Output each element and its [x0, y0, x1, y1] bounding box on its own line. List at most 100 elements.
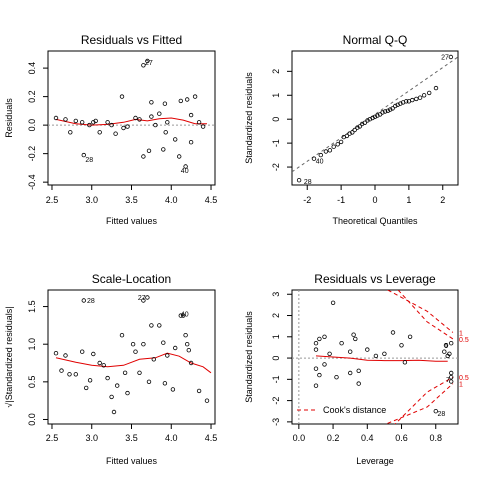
- y-axis-label: Residuals: [4, 98, 14, 138]
- data-point: [63, 353, 68, 358]
- data-point: [348, 349, 353, 354]
- data-point: [130, 342, 136, 347]
- data-point: [97, 360, 102, 366]
- data-point: [153, 122, 158, 128]
- cooks-distance-contour: [387, 290, 454, 333]
- data-point: [87, 122, 92, 128]
- data-point: [352, 127, 357, 133]
- data-point: [385, 108, 391, 113]
- data-point: [109, 394, 114, 400]
- x-tick-label: 0.8: [429, 433, 442, 443]
- data-point: [81, 152, 86, 158]
- data-point: [362, 120, 367, 125]
- data-point: [348, 370, 353, 376]
- data-point: [330, 300, 336, 305]
- y-tick-label: 1: [271, 334, 281, 339]
- data-point: [449, 370, 454, 376]
- data-point: [393, 103, 398, 109]
- chart-title: Scale-Location: [92, 272, 171, 286]
- data-point: [334, 375, 339, 380]
- data-point: [133, 115, 138, 121]
- data-point: [433, 409, 438, 414]
- data-point: [351, 332, 356, 337]
- chart-panel-2: Normal Q-Q Theoretical Quantiles Standardi…: [244, 33, 459, 226]
- data-point: [125, 390, 130, 396]
- point-label: 27: [138, 295, 146, 302]
- data-point: [184, 97, 190, 102]
- plot-frame: [291, 289, 459, 425]
- data-point: [399, 343, 404, 348]
- chart-panel-4: Residuals vs Leverage Leverage Standardize…: [244, 272, 469, 466]
- legend-cooks-label: Cook's distance: [323, 405, 386, 415]
- data-point: [149, 100, 154, 105]
- data-point: [449, 379, 454, 384]
- y-tick-label: 0.0: [27, 119, 37, 132]
- data-point: [421, 93, 427, 98]
- data-point: [73, 372, 78, 377]
- cooks-distance-contour: [397, 290, 454, 340]
- data-point: [353, 336, 358, 342]
- data-point: [105, 120, 110, 125]
- data-point: [200, 124, 206, 129]
- data-point: [407, 334, 413, 339]
- chart-title: Residuals vs Fitted: [81, 33, 182, 47]
- data-point: [327, 148, 333, 153]
- point-label: 28: [85, 157, 93, 164]
- cooks-distance-contour: [394, 376, 454, 424]
- plot-area: [292, 54, 458, 183]
- data-point: [53, 115, 59, 121]
- point-label: 27: [441, 55, 449, 62]
- data-point: [448, 54, 454, 60]
- data-point: [443, 343, 449, 348]
- data-point: [73, 118, 78, 124]
- data-point: [338, 139, 344, 145]
- data-point: [388, 107, 393, 112]
- data-point: [79, 349, 85, 354]
- data-point: [365, 347, 370, 352]
- data-point: [113, 131, 118, 136]
- point-label: 28: [87, 298, 95, 305]
- chart-panel-1: Residuals vs Fitted Fitted values Residual…: [4, 33, 217, 226]
- plot-area: [53, 295, 212, 415]
- data-point: [402, 360, 408, 365]
- data-point: [111, 409, 117, 415]
- data-point: [149, 114, 154, 119]
- data-point: [105, 375, 110, 381]
- data-point: [350, 130, 355, 135]
- data-point: [137, 370, 142, 375]
- data-point: [97, 130, 102, 135]
- y-tick-label: 1.0: [27, 338, 37, 351]
- data-point: [313, 383, 319, 388]
- data-point: [149, 323, 154, 328]
- x-tick-label: 2: [440, 195, 445, 205]
- data-point: [119, 333, 125, 338]
- y-tick-label: 0: [271, 117, 281, 122]
- y-tick-label: -1: [271, 139, 281, 147]
- data-point: [327, 351, 332, 356]
- data-point: [317, 336, 322, 342]
- data-point: [183, 164, 188, 169]
- x-tick-label: 4.0: [165, 195, 178, 205]
- y-tick-label: 0.4: [27, 62, 37, 75]
- y-tick-label: 0: [271, 356, 281, 361]
- data-point: [101, 363, 106, 368]
- data-point: [178, 313, 183, 318]
- data-point: [91, 351, 96, 357]
- point-label: 28: [438, 411, 446, 418]
- data-point: [162, 381, 168, 386]
- data-point: [372, 114, 378, 119]
- data-point: [133, 349, 138, 354]
- y-tick-label: 0.0: [27, 413, 37, 426]
- data-point: [390, 330, 396, 335]
- y-tick-label: 1: [271, 93, 281, 98]
- data-point: [109, 122, 114, 128]
- x-tick-label: 0.4: [361, 433, 374, 443]
- cooks-distance-contour: [384, 383, 454, 424]
- data-point: [59, 368, 64, 373]
- data-point: [162, 101, 168, 106]
- y-tick-label: 0.5: [27, 376, 37, 389]
- data-point: [176, 154, 182, 159]
- data-point: [370, 115, 375, 121]
